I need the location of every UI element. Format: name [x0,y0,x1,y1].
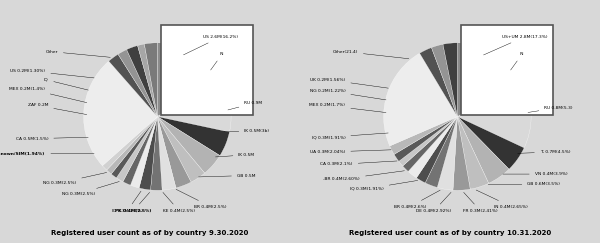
Text: NG 0.3M(2.5%): NG 0.3M(2.5%) [62,182,119,196]
Text: T, 0.7M(4.5%): T, 0.7M(4.5%) [518,150,571,154]
Title: Registered user count as of by country 10.31.2020: Registered user count as of by country 1… [349,230,551,236]
Text: IQ 0.3M(1.91%): IQ 0.3M(1.91%) [350,180,418,191]
Text: IN: IN [511,52,524,70]
Wedge shape [443,43,457,117]
Wedge shape [157,78,231,132]
Wedge shape [431,44,457,117]
Wedge shape [408,117,457,178]
Text: UA 0.3M(2.04%): UA 0.3M(2.04%) [310,150,391,154]
Text: FR 0.3M(2.41%): FR 0.3M(2.41%) [463,192,498,213]
Text: IK 0.5M: IK 0.5M [215,153,254,157]
Text: RU 0.8M(5.3): RU 0.8M(5.3) [528,106,573,113]
Text: US 0.2M(1.30%): US 0.2M(1.30%) [10,69,94,78]
Wedge shape [437,117,457,190]
Text: PK 0.4M(2.5%): PK 0.4M(2.5%) [115,192,151,213]
Wedge shape [403,117,457,172]
Wedge shape [457,117,524,169]
Text: Unknown/SIM(1.94%): Unknown/SIM(1.94%) [0,151,94,156]
Text: CA 0.3M(2.1%): CA 0.3M(2.1%) [320,161,397,166]
Wedge shape [457,117,488,189]
Wedge shape [416,117,457,183]
Text: UK 0.2M(1.56%): UK 0.2M(1.56%) [310,78,388,88]
Wedge shape [425,117,457,188]
Wedge shape [151,117,162,190]
Wedge shape [137,44,157,117]
Wedge shape [157,43,220,117]
Wedge shape [157,117,229,156]
Text: ZAF 0.2M: ZAF 0.2M [28,104,87,114]
Wedge shape [116,117,157,182]
Text: US+UM 2.8M(17.3%): US+UM 2.8M(17.3%) [484,35,547,55]
Text: US 2.6M(16.2%): US 2.6M(16.2%) [184,35,238,55]
Text: IN: IN [211,52,224,70]
Text: Other(21.4): Other(21.4) [332,50,409,59]
Wedge shape [109,54,157,117]
Wedge shape [123,117,157,185]
Wedge shape [103,117,157,170]
Wedge shape [453,117,470,190]
Text: VN 0.4M(3.9%): VN 0.4M(3.9%) [503,172,568,176]
Title: Registered user count as of by country 9.30.2020: Registered user count as of by country 9… [52,230,248,236]
Wedge shape [419,48,457,117]
Wedge shape [111,117,157,178]
Text: BR 0.4M(2.5%): BR 0.4M(2.5%) [176,189,227,208]
Wedge shape [157,117,191,188]
Wedge shape [145,43,157,117]
Text: IN 0.4M(2.65%): IN 0.4M(2.65%) [476,190,528,208]
Wedge shape [127,45,157,117]
Wedge shape [457,117,509,183]
Wedge shape [83,61,157,166]
Wedge shape [139,117,157,190]
Wedge shape [107,117,157,174]
Text: -BR 0.4M(2.60%): -BR 0.4M(2.60%) [323,171,404,181]
Text: RU 0.9M: RU 0.9M [228,101,263,110]
Text: NG 0.3M(2.5%): NG 0.3M(2.5%) [43,173,107,185]
Wedge shape [390,117,457,154]
Text: ID 0.3M(2.1%): ID 0.3M(2.1%) [112,191,143,213]
Wedge shape [130,117,157,188]
Text: IQ: IQ [44,78,88,90]
Wedge shape [399,117,457,166]
Text: DE 0.4M(2.92%): DE 0.4M(2.92%) [416,192,451,213]
Text: GB 0.5M: GB 0.5M [199,174,256,178]
FancyBboxPatch shape [161,25,253,115]
Wedge shape [383,53,457,146]
Wedge shape [457,87,531,148]
Wedge shape [394,117,457,161]
Text: IK 0.5M(3b): IK 0.5M(3b) [224,129,269,133]
Text: BR 0.4M(2.6%): BR 0.4M(2.6%) [394,190,440,208]
Text: MEX 0.2M(1.4%): MEX 0.2M(1.4%) [10,87,87,103]
Wedge shape [457,43,525,117]
Text: MEX 0.2M(1.7%): MEX 0.2M(1.7%) [310,104,386,113]
FancyBboxPatch shape [461,25,553,115]
Wedge shape [157,117,220,173]
Wedge shape [118,50,157,117]
Text: CA 0.5M(1.5%): CA 0.5M(1.5%) [16,137,88,141]
Text: Other: Other [46,50,110,57]
Wedge shape [157,117,176,190]
Text: NG 0.2M(1.22%): NG 0.2M(1.22%) [310,89,386,100]
Text: GB 0.6M(3.5%): GB 0.6M(3.5%) [488,182,560,186]
Text: IQ 0.3M(1.91%): IQ 0.3M(1.91%) [311,133,388,139]
Wedge shape [157,117,205,182]
Text: KE 0.4M(2.5%): KE 0.4M(2.5%) [163,192,195,213]
